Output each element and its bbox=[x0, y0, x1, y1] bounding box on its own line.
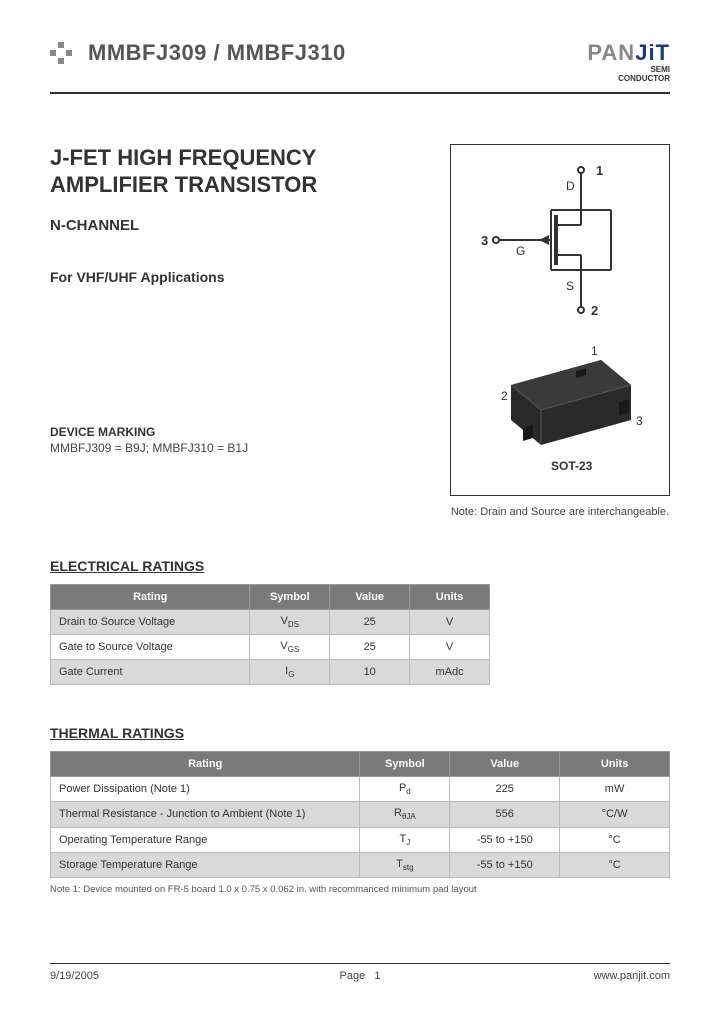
table-row: Storage Temperature RangeTstg-55 to +150… bbox=[51, 852, 670, 877]
units-cell: °C/W bbox=[560, 802, 670, 827]
th-units: Units bbox=[410, 584, 490, 609]
units-cell: V bbox=[410, 634, 490, 659]
thermal-tbody: Power Dissipation (Note 1)Pd225mWThermal… bbox=[51, 777, 670, 878]
table-row: Power Dissipation (Note 1)Pd225mW bbox=[51, 777, 670, 802]
table-row: Drain to Source VoltageVDS25V bbox=[51, 609, 490, 634]
rating-cell: Drain to Source Voltage bbox=[51, 609, 250, 634]
page-header: MMBFJ309 / MMBFJ310 PANJiT SEMI CONDUCTO… bbox=[50, 40, 670, 94]
device-marking-text: MMBFJ309 = B9J; MMBFJ310 = B1J bbox=[50, 441, 430, 455]
rating-cell: Operating Temperature Range bbox=[51, 827, 360, 852]
units-cell: mW bbox=[560, 777, 670, 802]
electrical-ratings-table: Rating Symbol Value Units Drain to Sourc… bbox=[50, 584, 490, 686]
footer-url: www.panjit.com bbox=[594, 970, 670, 982]
rating-cell: Gate Current bbox=[51, 659, 250, 684]
rating-cell: Gate to Source Voltage bbox=[51, 634, 250, 659]
units-cell: V bbox=[410, 609, 490, 634]
electrical-tbody: Drain to Source VoltageVDS25VGate to Sou… bbox=[51, 609, 490, 685]
symbol-cell: RθJA bbox=[360, 802, 450, 827]
table-row: Operating Temperature RangeTJ-55 to +150… bbox=[51, 827, 670, 852]
value-cell: 25 bbox=[330, 634, 410, 659]
device-marking-title: DEVICE MARKING bbox=[50, 425, 430, 439]
th-rating: Rating bbox=[51, 584, 250, 609]
th-value: Value bbox=[450, 752, 560, 777]
symbol-cell: VDS bbox=[250, 609, 330, 634]
brand-pan: PAN bbox=[587, 40, 635, 65]
table-row: Thermal Resistance - Junction to Ambient… bbox=[51, 802, 670, 827]
value-cell: 25 bbox=[330, 609, 410, 634]
diagram-note: Note: Drain and Source are interchangeab… bbox=[450, 506, 670, 518]
th-symbol: Symbol bbox=[360, 752, 450, 777]
title-line2: AMPLIFIER TRANSISTOR bbox=[50, 172, 317, 197]
title-line1: J-FET HIGH FREQUENCY bbox=[50, 145, 316, 170]
right-column: 1 D 2 S 3 bbox=[450, 144, 670, 518]
value-cell: 225 bbox=[450, 777, 560, 802]
symbol-cell: Pd bbox=[360, 777, 450, 802]
svg-text:G: G bbox=[516, 244, 525, 258]
svg-text:3: 3 bbox=[636, 414, 643, 428]
symbol-cell: IG bbox=[250, 659, 330, 684]
svg-text:3: 3 bbox=[481, 233, 488, 248]
brand-sub2: CONDUCTOR bbox=[587, 75, 670, 84]
application-note: For VHF/UHF Applications bbox=[50, 269, 430, 285]
header-right: PANJiT SEMI CONDUCTOR bbox=[587, 40, 670, 84]
brand-logo: PANJiT bbox=[587, 40, 670, 66]
units-cell: °C bbox=[560, 827, 670, 852]
rating-cell: Storage Temperature Range bbox=[51, 852, 360, 877]
value-cell: -55 to +150 bbox=[450, 852, 560, 877]
table-row: Gate CurrentIG10mAdc bbox=[51, 659, 490, 684]
value-cell: 10 bbox=[330, 659, 410, 684]
brand-jit: JiT bbox=[635, 40, 670, 65]
svg-text:2: 2 bbox=[501, 389, 508, 403]
thermal-footnote: Note 1: Device mounted on FR-5 board 1.0… bbox=[50, 884, 670, 895]
electrical-section-title: ELECTRICAL RATINGS bbox=[50, 558, 670, 574]
left-column: J-FET HIGH FREQUENCY AMPLIFIER TRANSISTO… bbox=[50, 144, 430, 518]
th-symbol: Symbol bbox=[250, 584, 330, 609]
th-units: Units bbox=[560, 752, 670, 777]
footer-page: Page 1 bbox=[340, 970, 381, 982]
diagram-box: 1 D 2 S 3 bbox=[450, 144, 670, 496]
rating-cell: Power Dissipation (Note 1) bbox=[51, 777, 360, 802]
sot23-package-icon: 1 2 3 SOT-23 bbox=[461, 330, 661, 480]
symbol-cell: Tstg bbox=[360, 852, 450, 877]
subtitle: N-CHANNEL bbox=[50, 217, 430, 234]
th-value: Value bbox=[330, 584, 410, 609]
table-row: Gate to Source VoltageVGS25V bbox=[51, 634, 490, 659]
thermal-section-title: THERMAL RATINGS bbox=[50, 725, 670, 741]
symbol-cell: TJ bbox=[360, 827, 450, 852]
svg-text:1: 1 bbox=[591, 344, 598, 358]
units-cell: °C bbox=[560, 852, 670, 877]
svg-text:2: 2 bbox=[591, 303, 598, 318]
svg-text:S: S bbox=[566, 279, 574, 293]
value-cell: -55 to +150 bbox=[450, 827, 560, 852]
thermal-ratings-table: Rating Symbol Value Units Power Dissipat… bbox=[50, 751, 670, 878]
value-cell: 556 bbox=[450, 802, 560, 827]
rating-cell: Thermal Resistance - Junction to Ambient… bbox=[51, 802, 360, 827]
logo-dots-icon bbox=[50, 42, 72, 64]
page-footer: 9/19/2005 Page 1 www.panjit.com bbox=[50, 963, 670, 982]
units-cell: mAdc bbox=[410, 659, 490, 684]
symbol-cell: VGS bbox=[250, 634, 330, 659]
footer-date: 9/19/2005 bbox=[50, 970, 99, 982]
main-title: J-FET HIGH FREQUENCY AMPLIFIER TRANSISTO… bbox=[50, 144, 430, 199]
svg-text:D: D bbox=[566, 179, 575, 193]
th-rating: Rating bbox=[51, 752, 360, 777]
jfet-schematic-icon: 1 D 2 S 3 bbox=[461, 155, 661, 325]
main-content: J-FET HIGH FREQUENCY AMPLIFIER TRANSISTO… bbox=[50, 144, 670, 518]
header-left: MMBFJ309 / MMBFJ310 bbox=[50, 40, 346, 66]
package-label: SOT-23 bbox=[551, 459, 593, 473]
svg-text:1: 1 bbox=[596, 163, 603, 178]
part-number: MMBFJ309 / MMBFJ310 bbox=[88, 40, 346, 66]
